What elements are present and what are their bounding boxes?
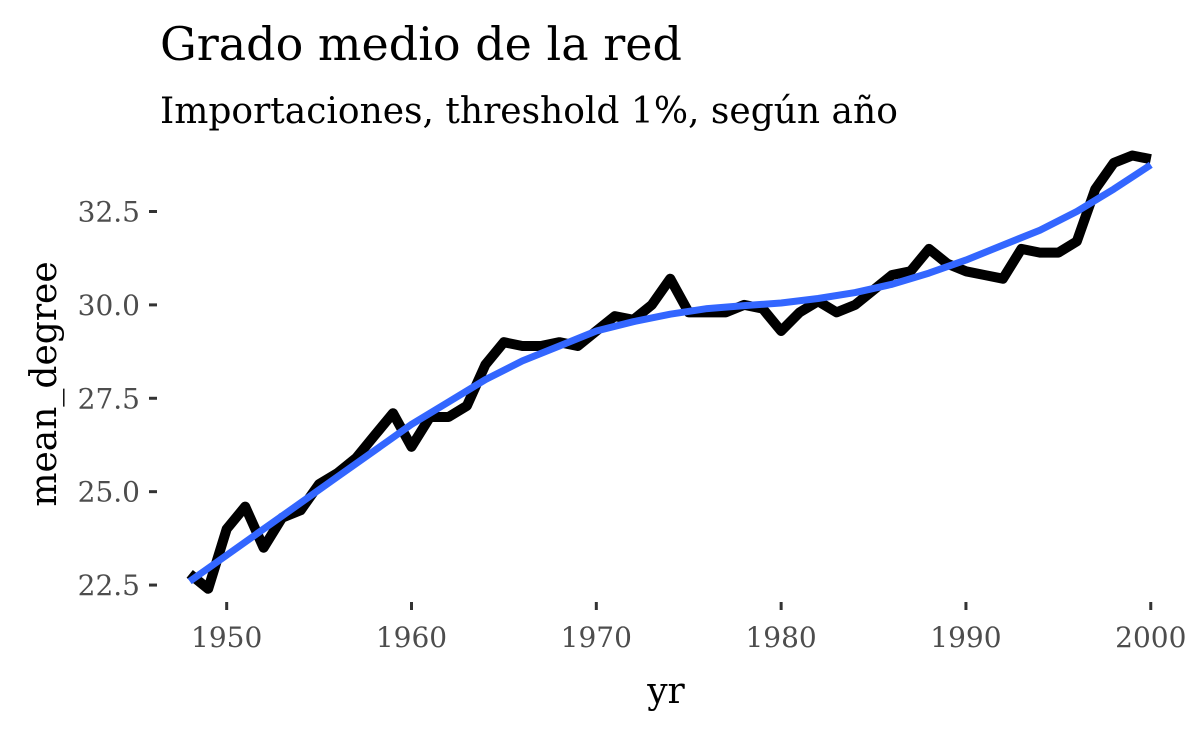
y-tick-label: 30.0 xyxy=(78,289,140,322)
chart-subtitle: Importaciones, threshold 1%, según año xyxy=(160,91,898,132)
y-tick-label: 25.0 xyxy=(78,476,140,509)
x-tick-label: 1990 xyxy=(930,621,1001,654)
x-tick-label: 1970 xyxy=(561,621,632,654)
x-axis-title: yr xyxy=(646,671,685,712)
x-axis: 1950 1960 1970 1980 1990 2000 xyxy=(191,602,1186,654)
chart-title: Grado medio de la red xyxy=(160,17,682,71)
y-tick-label: 22.5 xyxy=(78,569,140,602)
y-axis: 22.5 25.0 27.5 30.0 32.5 xyxy=(78,196,157,602)
x-tick-label: 1960 xyxy=(376,621,447,654)
x-tick-label: 2000 xyxy=(1115,621,1186,654)
smooth-trend-line xyxy=(187,161,1153,585)
y-tick-label: 32.5 xyxy=(78,196,140,229)
y-tick-label: 27.5 xyxy=(78,382,140,415)
x-tick-label: 1950 xyxy=(191,621,262,654)
plot-area xyxy=(186,150,1153,594)
series-line-mean-degree xyxy=(186,150,1152,594)
x-tick-label: 1980 xyxy=(745,621,816,654)
y-axis-title: mean_degree xyxy=(24,261,65,506)
